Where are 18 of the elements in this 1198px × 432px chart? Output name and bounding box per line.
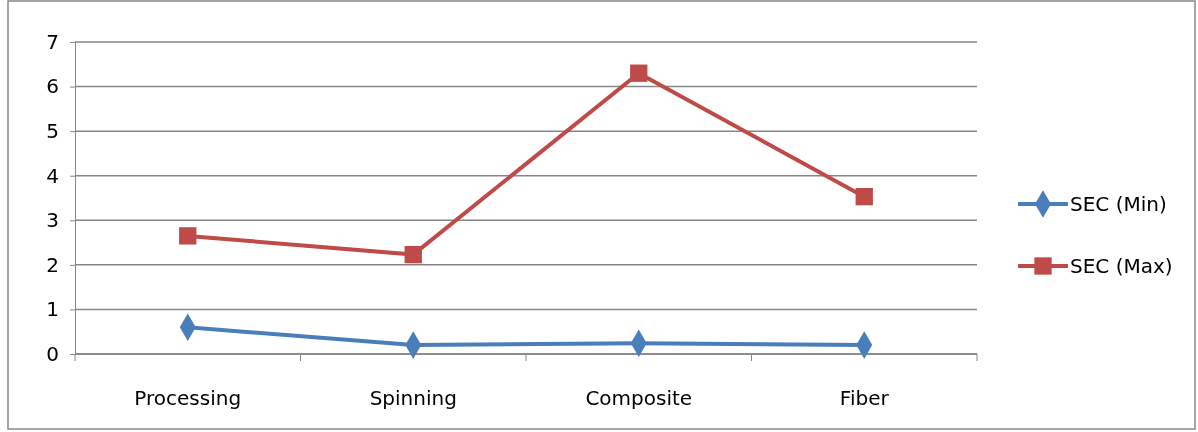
legend-label: SEC (Min): [1070, 192, 1167, 216]
x-tick-label: Fiber: [839, 386, 890, 410]
point: [630, 64, 648, 82]
point: [855, 188, 873, 206]
point: [179, 227, 197, 245]
y-tick-label: 2: [46, 252, 59, 277]
x-tick-label: Spinning: [369, 386, 457, 410]
y-tick-label: 3: [46, 208, 59, 233]
y-tick-label: 5: [46, 119, 59, 144]
legend-label: SEC (Max): [1070, 254, 1173, 278]
y-tick-label: 4: [46, 163, 59, 188]
point: [404, 245, 422, 264]
y-tick-label: 6: [46, 74, 59, 99]
x-tick-label: Processing: [134, 386, 242, 410]
y-tick-label: 7: [46, 29, 59, 54]
y-tick-label: 1: [46, 297, 59, 322]
y-tick-label: 0: [46, 341, 59, 366]
x-tick-label: Composite: [585, 386, 693, 410]
